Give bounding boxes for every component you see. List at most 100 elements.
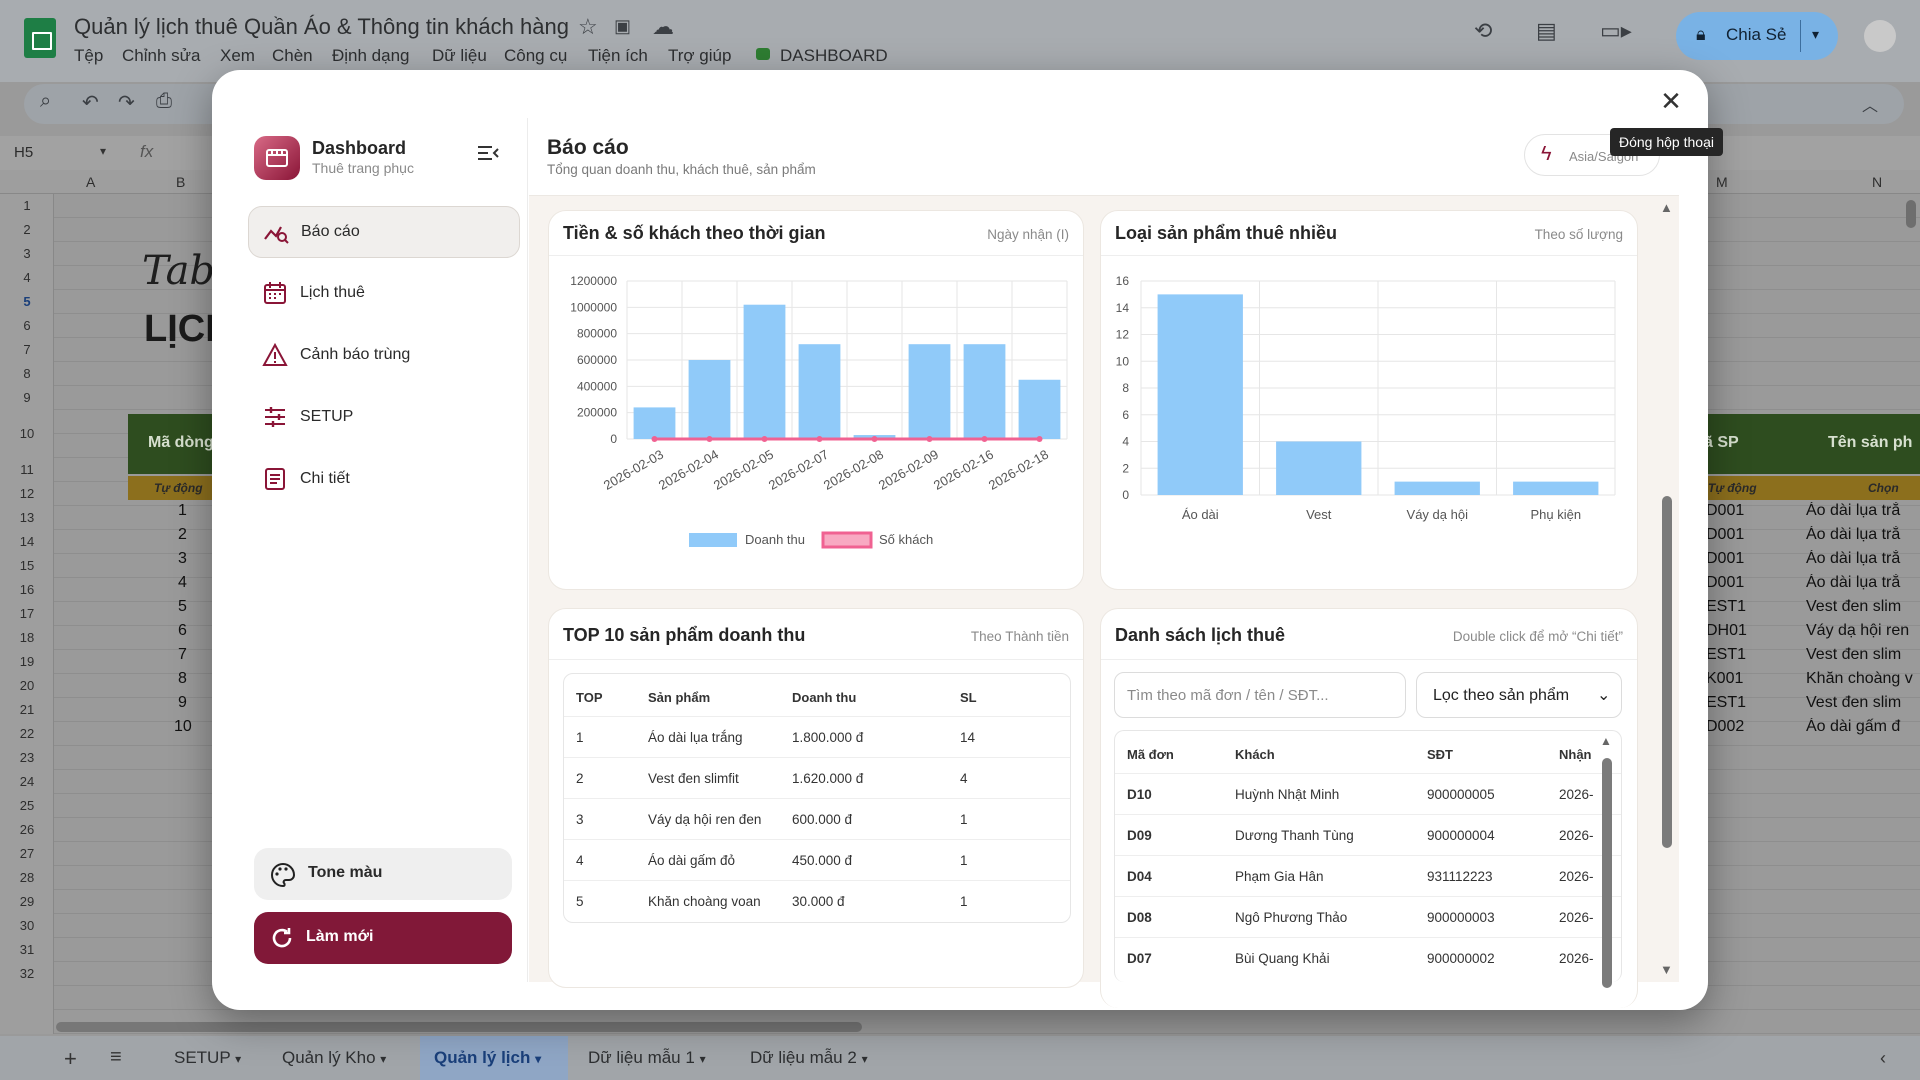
sheet-tab-setup[interactable]: SETUP ▾: [174, 1048, 241, 1068]
nav-setup[interactable]: SETUP: [248, 392, 520, 444]
sheet-tab-quan-ly-kho[interactable]: Quản lý Kho ▾: [282, 1048, 386, 1068]
customer-point[interactable]: [651, 436, 658, 442]
column-header-m[interactable]: M: [1716, 174, 1728, 190]
row-header[interactable]: 4: [23, 270, 31, 285]
row-header[interactable]: 29: [19, 894, 35, 909]
meet-icon[interactable]: ▭▸: [1600, 18, 1632, 43]
cell-product-code[interactable]: EST1: [1706, 598, 1747, 615]
cell-row-number[interactable]: 7: [178, 646, 187, 663]
tab-dropdown-icon[interactable]: ▾: [235, 1052, 242, 1066]
row-header[interactable]: 18: [19, 630, 35, 645]
product-type-bar[interactable]: [1513, 481, 1599, 495]
undo-icon[interactable]: ↶: [82, 92, 99, 114]
avatar[interactable]: [1864, 20, 1896, 52]
column-header-a[interactable]: A: [86, 174, 96, 190]
star-icon[interactable]: ☆: [578, 14, 598, 39]
cell-product-name[interactable]: Áo dài lụa trắ: [1806, 526, 1901, 543]
cell-product-code[interactable]: EST1: [1706, 646, 1747, 663]
tab-dropdown-icon[interactable]: ▾: [535, 1052, 542, 1066]
row-header[interactable]: 24: [19, 774, 35, 789]
table-header[interactable]: Doanh thu: [792, 690, 857, 705]
row-header[interactable]: 13: [19, 510, 35, 525]
row-header[interactable]: 11: [20, 462, 34, 477]
cell-product-code[interactable]: D001: [1706, 574, 1745, 591]
revenue-bar[interactable]: [798, 344, 841, 439]
product-filter-select[interactable]: Lọc theo sản phẩm ⌄: [1416, 672, 1622, 718]
row-header[interactable]: 14: [19, 534, 35, 549]
cell-product-name[interactable]: Vest đen slim: [1806, 646, 1902, 663]
redo-icon[interactable]: ↷: [118, 92, 135, 114]
cell-row-number[interactable]: 8: [178, 670, 187, 687]
sheet-tab-du-lieu-mau-2[interactable]: Dữ liệu mẫu 2 ▾: [750, 1048, 868, 1068]
list-cell[interactable]: 2026-: [1559, 951, 1594, 966]
menu-tools[interactable]: Công cụ: [504, 46, 568, 65]
menu-edit[interactable]: Chỉnh sửa: [122, 46, 201, 65]
customer-point[interactable]: [706, 436, 713, 442]
row-header[interactable]: 7: [23, 342, 31, 357]
customer-point[interactable]: [816, 436, 823, 442]
list-cell[interactable]: D08: [1127, 910, 1152, 925]
search-input[interactable]: [1114, 672, 1406, 718]
row-header[interactable]: 10: [19, 426, 35, 441]
collapse-toolbar-icon[interactable]: ︿: [1862, 98, 1879, 115]
name-box[interactable]: H5: [14, 144, 34, 161]
menu-data[interactable]: Dữ liệu: [432, 46, 487, 65]
cell-product-code[interactable]: D002: [1706, 718, 1745, 735]
nav-canh-bao-trung[interactable]: Cảnh báo trùng: [248, 330, 520, 382]
row-header[interactable]: 21: [19, 702, 35, 717]
row-header[interactable]: 3: [23, 246, 31, 261]
row-header[interactable]: 25: [19, 798, 35, 813]
cell-row-number[interactable]: 2: [178, 526, 187, 543]
revenue-bar[interactable]: [1018, 379, 1061, 439]
cell-product-name[interactable]: Áo dài lụa trắ: [1806, 502, 1901, 519]
refresh-button[interactable]: Làm mới: [254, 912, 512, 964]
list-cell[interactable]: D07: [1127, 951, 1152, 966]
row-header[interactable]: 31: [19, 942, 35, 957]
customer-point[interactable]: [981, 436, 988, 442]
cell-row-number[interactable]: 6: [178, 622, 187, 639]
inner-scrollbar-thumb[interactable]: [1602, 758, 1612, 988]
sheet-tab-du-lieu-mau-1[interactable]: Dữ liệu mẫu 1 ▾: [588, 1048, 706, 1068]
cell-product-code[interactable]: D001: [1706, 526, 1745, 543]
history-icon[interactable]: ⟲: [1474, 18, 1493, 43]
list-cell[interactable]: 2026-: [1559, 910, 1594, 925]
nav-lich-thue[interactable]: Lịch thuê: [248, 268, 520, 320]
document-title[interactable]: Quản lý lịch thuê Quần Áo & Thông tin kh…: [74, 14, 569, 39]
comments-icon[interactable]: ▤: [1536, 18, 1557, 43]
content-scrollbar-thumb[interactable]: [1662, 496, 1672, 848]
revenue-bar[interactable]: [633, 407, 676, 439]
list-cell[interactable]: 2026-: [1559, 869, 1594, 884]
row-header[interactable]: 23: [19, 750, 35, 765]
cell-product-name[interactable]: Khăn choàng v: [1806, 670, 1913, 687]
tab-dropdown-icon[interactable]: ▾: [861, 1052, 868, 1066]
cell-row-number[interactable]: 9: [178, 694, 187, 711]
table-header[interactable]: Nhận: [1559, 747, 1592, 762]
legend-label[interactable]: Doanh thu: [745, 532, 805, 547]
row-header[interactable]: 5: [23, 294, 31, 309]
column-header-n[interactable]: N: [1872, 174, 1883, 190]
list-cell[interactable]: 900000005: [1427, 787, 1495, 802]
row-header[interactable]: 32: [19, 966, 35, 981]
list-cell[interactable]: 900000004: [1427, 828, 1495, 843]
row-header[interactable]: 27: [19, 846, 35, 861]
row-header[interactable]: 1: [23, 198, 31, 213]
menu-dashboard[interactable]: DASHBOARD: [780, 46, 888, 65]
cell-product-name[interactable]: Vest đen slim: [1806, 598, 1902, 615]
row-header[interactable]: 9: [23, 390, 31, 405]
menu-view[interactable]: Xem: [220, 46, 255, 65]
tone-button[interactable]: Tone màu: [254, 848, 512, 900]
table-header[interactable]: SL: [960, 690, 977, 705]
sheet-tab-quan-ly-lich[interactable]: Quản lý lịch ▾: [434, 1048, 541, 1068]
cell-row-number[interactable]: 10: [174, 718, 192, 735]
content-scroll-up-icon[interactable]: ▲: [1660, 200, 1673, 215]
add-sheet-icon[interactable]: +: [64, 1046, 77, 1071]
row-header[interactable]: 15: [19, 558, 35, 573]
nav-bao-cao[interactable]: Báo cáo: [248, 206, 520, 258]
cell-product-code[interactable]: D001: [1706, 550, 1745, 567]
list-cell[interactable]: 900000003: [1427, 910, 1495, 925]
row-header[interactable]: 16: [19, 582, 35, 597]
table-header[interactable]: SĐT: [1427, 747, 1453, 762]
menu-insert[interactable]: Chèn: [272, 46, 313, 65]
list-cell[interactable]: Dương Thanh Tùng: [1235, 828, 1354, 843]
print-icon[interactable]: ⎙: [156, 90, 172, 112]
